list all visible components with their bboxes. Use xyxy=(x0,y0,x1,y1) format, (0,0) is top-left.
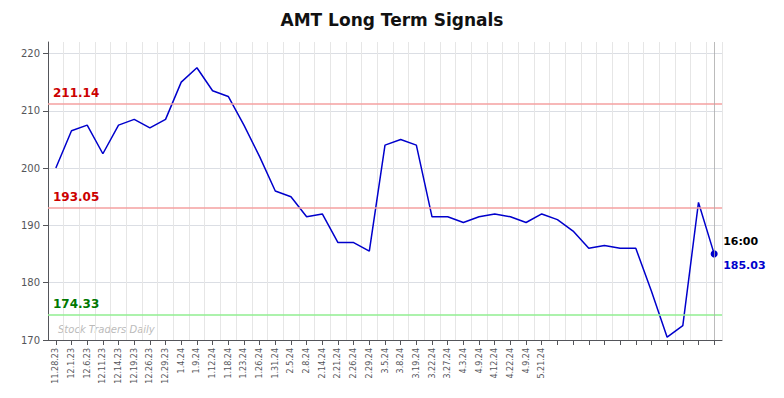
svg-text:4.9.24: 4.9.24 xyxy=(475,348,484,373)
svg-text:220: 220 xyxy=(21,48,40,59)
svg-text:12.6.23: 12.6.23 xyxy=(83,348,92,379)
svg-text:211.14: 211.14 xyxy=(53,86,99,100)
svg-text:1.26.24: 1.26.24 xyxy=(255,348,264,379)
svg-text:4.9.24: 4.9.24 xyxy=(522,348,531,373)
svg-text:2.5.24: 2.5.24 xyxy=(286,348,295,373)
svg-text:193.05: 193.05 xyxy=(53,190,99,204)
svg-text:1.23.24: 1.23.24 xyxy=(239,348,248,379)
svg-text:170: 170 xyxy=(21,335,40,346)
svg-text:1.12.24: 1.12.24 xyxy=(208,348,217,379)
svg-text:3.19.24: 3.19.24 xyxy=(412,348,421,379)
svg-text:3.27.24: 3.27.24 xyxy=(443,348,452,379)
svg-text:16:00: 16:00 xyxy=(723,235,758,248)
svg-text:4.12.24: 4.12.24 xyxy=(490,348,499,379)
svg-text:210: 210 xyxy=(21,105,40,116)
svg-text:2.21.24: 2.21.24 xyxy=(333,348,342,379)
svg-text:Stock Traders Daily: Stock Traders Daily xyxy=(58,324,156,335)
svg-text:AMT Long Term Signals: AMT Long Term Signals xyxy=(281,10,504,30)
svg-text:180: 180 xyxy=(21,277,40,288)
svg-text:200: 200 xyxy=(21,163,40,174)
svg-text:2.29.24: 2.29.24 xyxy=(365,348,374,379)
svg-text:1.9.24: 1.9.24 xyxy=(192,348,201,373)
svg-text:12.1.23: 12.1.23 xyxy=(67,348,76,379)
svg-text:1.18.24: 1.18.24 xyxy=(224,348,233,379)
svg-text:4.22.24: 4.22.24 xyxy=(506,348,515,379)
svg-text:2.26.24: 2.26.24 xyxy=(349,348,358,379)
svg-text:190: 190 xyxy=(21,220,40,231)
svg-text:12.26.23: 12.26.23 xyxy=(145,348,154,384)
svg-text:12.14.23: 12.14.23 xyxy=(114,348,123,384)
svg-text:185.03: 185.03 xyxy=(723,259,765,272)
svg-text:12.19.23: 12.19.23 xyxy=(130,348,139,384)
svg-text:3.8.24: 3.8.24 xyxy=(396,348,405,373)
svg-text:11.28.23: 11.28.23 xyxy=(51,348,60,384)
svg-text:4.3.24: 4.3.24 xyxy=(459,348,468,373)
svg-text:2.8.24: 2.8.24 xyxy=(302,348,311,373)
svg-text:5.21.24: 5.21.24 xyxy=(537,348,546,379)
svg-text:12.29.23: 12.29.23 xyxy=(161,348,170,384)
svg-text:1.31.24: 1.31.24 xyxy=(271,348,280,379)
svg-text:3.5.24: 3.5.24 xyxy=(381,348,390,373)
svg-text:3.22.24: 3.22.24 xyxy=(428,348,437,379)
svg-text:12.11.23: 12.11.23 xyxy=(98,348,107,384)
svg-text:1.4.24: 1.4.24 xyxy=(177,348,186,373)
svg-text:174.33: 174.33 xyxy=(53,297,99,311)
svg-text:2.14.24: 2.14.24 xyxy=(318,348,327,379)
